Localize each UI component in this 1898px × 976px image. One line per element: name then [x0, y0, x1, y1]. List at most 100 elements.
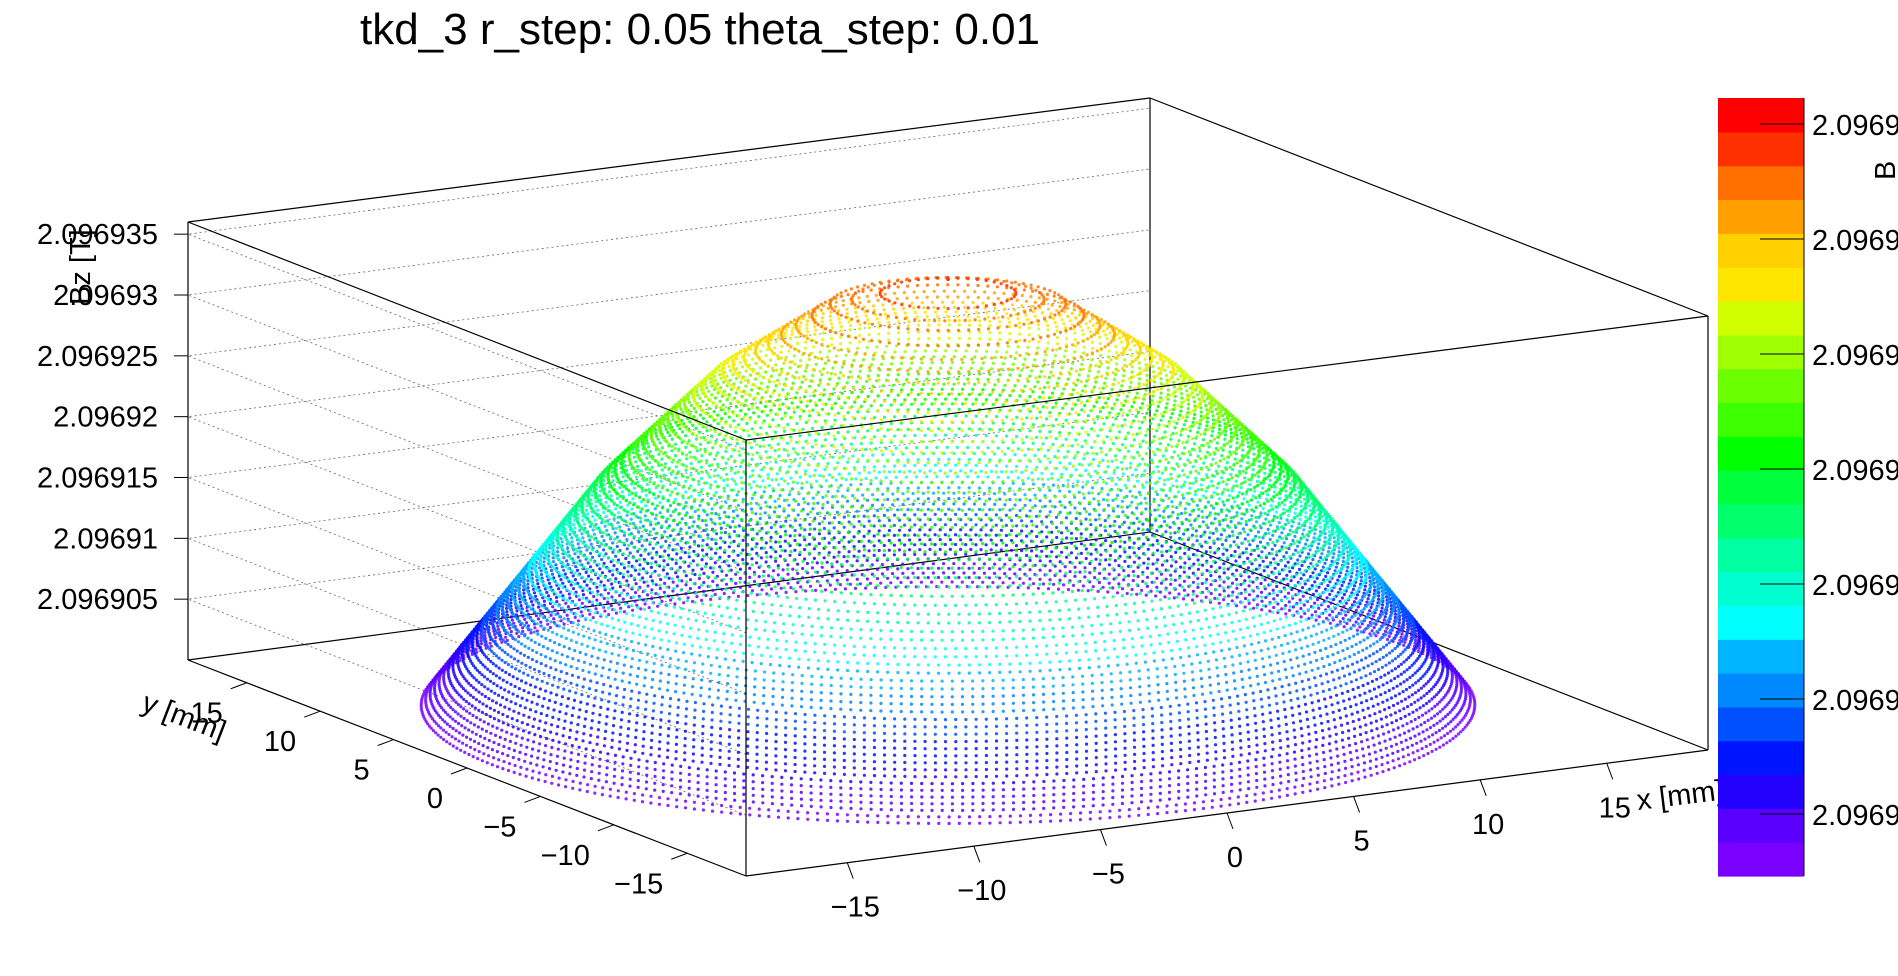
surface-point [557, 571, 561, 575]
surface-point [600, 793, 605, 797]
surface-point [566, 619, 571, 623]
surface-point [773, 352, 777, 356]
surface-point [636, 779, 640, 783]
surface-point [684, 583, 688, 587]
surface-point [561, 581, 565, 585]
surface-point [556, 747, 560, 751]
surface-point [604, 507, 608, 511]
surface-point [569, 638, 573, 643]
surface-point [788, 534, 792, 538]
surface-point [683, 751, 687, 755]
surface-point [833, 437, 837, 441]
surface-point [491, 724, 495, 728]
surface-point [694, 457, 698, 461]
surface-point [793, 538, 797, 543]
surface-point [535, 629, 539, 633]
surface-point [446, 668, 450, 672]
surface-point [851, 454, 855, 458]
surface-point [532, 591, 537, 595]
surface-point [537, 566, 542, 570]
surface-point [802, 497, 806, 501]
surface-point [451, 664, 455, 668]
surface-point [717, 557, 721, 562]
surface-point [836, 500, 840, 504]
surface-point [903, 533, 907, 537]
surface-point [689, 626, 693, 630]
surface-point [465, 648, 469, 652]
surface-point [701, 724, 705, 728]
surface-point [825, 560, 829, 564]
surface-point [622, 588, 626, 592]
surface-point [535, 650, 539, 655]
surface-point [667, 442, 671, 446]
surface-point [610, 745, 614, 750]
surface-point [630, 689, 634, 693]
surface-point [569, 583, 573, 587]
surface-point [504, 670, 508, 675]
surface-point [651, 677, 655, 682]
surface-point [644, 780, 649, 784]
surface-point [433, 688, 437, 692]
surface-point [571, 779, 575, 784]
surface-point [892, 513, 897, 517]
surface-point [715, 386, 719, 391]
surface-point [573, 552, 577, 556]
surface-point [569, 610, 573, 614]
surface-point [564, 601, 568, 605]
surface-point [843, 401, 847, 405]
surface-point [729, 541, 733, 545]
surface-point [460, 651, 464, 655]
surface-point [931, 562, 936, 566]
surface-point [845, 559, 849, 563]
surface-point [842, 555, 846, 559]
surface-point [754, 377, 758, 381]
surface-point [703, 438, 708, 442]
surface-point [692, 730, 696, 735]
surface-point [682, 601, 686, 605]
surface-point [660, 524, 664, 528]
surface-point [559, 560, 563, 564]
surface-point [600, 698, 604, 702]
surface-point [419, 703, 423, 708]
surface-point [629, 665, 633, 669]
surface-point [436, 733, 440, 737]
surface-point [746, 533, 750, 537]
surface-point [581, 685, 585, 689]
surface-point [684, 468, 688, 472]
surface-point [891, 452, 895, 456]
surface-point [498, 703, 503, 707]
surface-point [827, 521, 832, 525]
surface-point [709, 399, 713, 403]
surface-point [582, 528, 586, 532]
surface-point [644, 504, 648, 508]
surface-point [795, 391, 799, 395]
surface-point [559, 578, 563, 582]
surface-point [469, 683, 473, 688]
surface-point [526, 615, 530, 619]
surface-point [482, 720, 486, 724]
surface-point [644, 509, 649, 513]
surface-point [660, 695, 665, 699]
surface-point [607, 522, 611, 526]
surface-point [527, 605, 531, 609]
surface-point [721, 403, 725, 407]
surface-point [684, 490, 688, 494]
surface-point [764, 370, 768, 374]
surface-point [520, 696, 524, 700]
surface-point [744, 392, 748, 396]
surface-point [574, 640, 579, 645]
surface-point [655, 475, 659, 479]
surface-point [569, 721, 573, 725]
surface-point [705, 543, 709, 547]
surface-point [705, 629, 709, 633]
surface-point [477, 690, 481, 694]
surface-point [781, 402, 785, 406]
surface-point [630, 640, 634, 644]
surface-point [844, 353, 848, 357]
surface-point [721, 539, 725, 543]
surface-point [670, 763, 674, 767]
surface-point [614, 694, 619, 698]
surface-point [601, 531, 605, 535]
surface-point [748, 344, 753, 348]
surface-point [607, 668, 612, 672]
